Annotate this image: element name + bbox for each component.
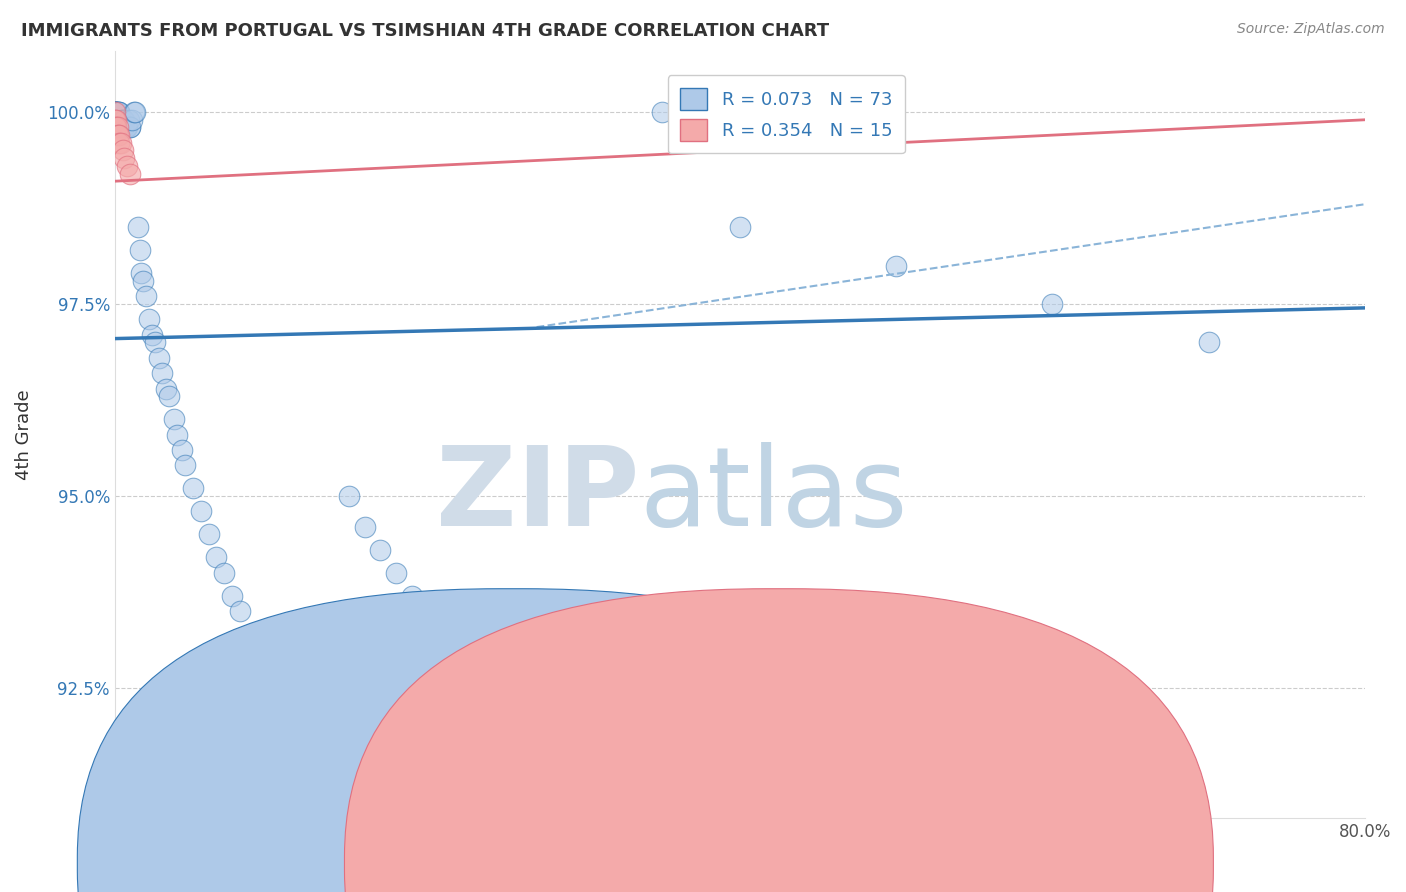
Point [884, 259, 907, 273]
Point [141, 327, 163, 342]
Point [245, 642, 267, 657]
Point [229, 604, 252, 618]
Point [385, 566, 408, 580]
Point [110, 120, 132, 135]
Point [205, 550, 228, 565]
Y-axis label: 4th Grade: 4th Grade [15, 389, 32, 480]
Point [163, 412, 186, 426]
Point [112, 151, 135, 165]
Point [104, 112, 127, 127]
Point [651, 105, 673, 120]
Point [104, 105, 127, 120]
Point [110, 136, 132, 150]
Point [1198, 335, 1220, 350]
Point [107, 128, 129, 142]
Point [1040, 297, 1063, 311]
Point [260, 673, 283, 688]
Point [148, 351, 170, 365]
Point [322, 780, 344, 795]
Point [122, 105, 145, 120]
Point [108, 105, 131, 120]
Point [104, 105, 127, 120]
Text: Tsimshian: Tsimshian [831, 852, 912, 870]
Point [416, 612, 439, 626]
Point [291, 734, 314, 748]
Point [353, 519, 375, 533]
Point [105, 112, 128, 127]
Point [120, 120, 142, 135]
Point [114, 120, 136, 135]
Point [105, 105, 128, 120]
Point [138, 312, 160, 326]
Point [478, 657, 501, 672]
Point [170, 442, 193, 457]
Point [105, 105, 128, 120]
Point [105, 120, 128, 135]
Point [307, 765, 329, 780]
Text: IMMIGRANTS FROM PORTUGAL VS TSIMSHIAN 4TH GRADE CORRELATION CHART: IMMIGRANTS FROM PORTUGAL VS TSIMSHIAN 4T… [21, 22, 830, 40]
Point [104, 105, 127, 120]
Point [132, 274, 155, 288]
Point [541, 689, 564, 703]
Point [111, 112, 134, 127]
Point [510, 673, 533, 688]
Point [337, 489, 360, 503]
Point [276, 704, 298, 718]
Point [124, 105, 146, 120]
Point [197, 527, 219, 541]
Point [104, 128, 127, 142]
Point [127, 220, 149, 235]
Point [221, 589, 243, 603]
Point [108, 105, 131, 120]
Point [181, 481, 204, 495]
Point [728, 220, 751, 235]
Point [401, 589, 423, 603]
Point [150, 366, 173, 380]
Point [104, 105, 127, 120]
Point [104, 105, 127, 120]
Text: atlas: atlas [640, 442, 908, 549]
Point [108, 128, 131, 142]
Point [370, 542, 392, 557]
Point [145, 335, 167, 350]
Point [128, 244, 150, 258]
Point [104, 105, 127, 120]
Legend: R = 0.073   N = 73, R = 0.354   N = 15: R = 0.073 N = 73, R = 0.354 N = 15 [668, 75, 905, 153]
Point [107, 120, 129, 135]
Point [107, 105, 129, 120]
Point [166, 427, 188, 442]
Point [117, 120, 139, 135]
Point [159, 389, 181, 403]
Text: Immigrants from Portugal: Immigrants from Portugal [484, 852, 697, 870]
Point [112, 120, 135, 135]
Point [112, 112, 135, 127]
Point [212, 566, 235, 580]
Point [120, 120, 142, 135]
Point [111, 144, 134, 158]
Point [120, 167, 142, 181]
Text: ZIP: ZIP [436, 442, 640, 549]
Point [104, 120, 127, 135]
Point [155, 382, 177, 396]
Point [174, 458, 197, 473]
Point [110, 112, 132, 127]
Text: Source: ZipAtlas.com: Source: ZipAtlas.com [1237, 22, 1385, 37]
Point [118, 112, 141, 127]
Point [107, 105, 129, 120]
Point [135, 289, 157, 303]
Point [572, 704, 595, 718]
Point [108, 136, 131, 150]
Point [447, 635, 470, 649]
Point [105, 105, 128, 120]
Point [105, 105, 128, 120]
Point [190, 504, 212, 518]
Point [131, 266, 153, 280]
Point [111, 120, 134, 135]
Point [117, 159, 139, 173]
Point [104, 105, 127, 120]
Point [121, 112, 143, 127]
